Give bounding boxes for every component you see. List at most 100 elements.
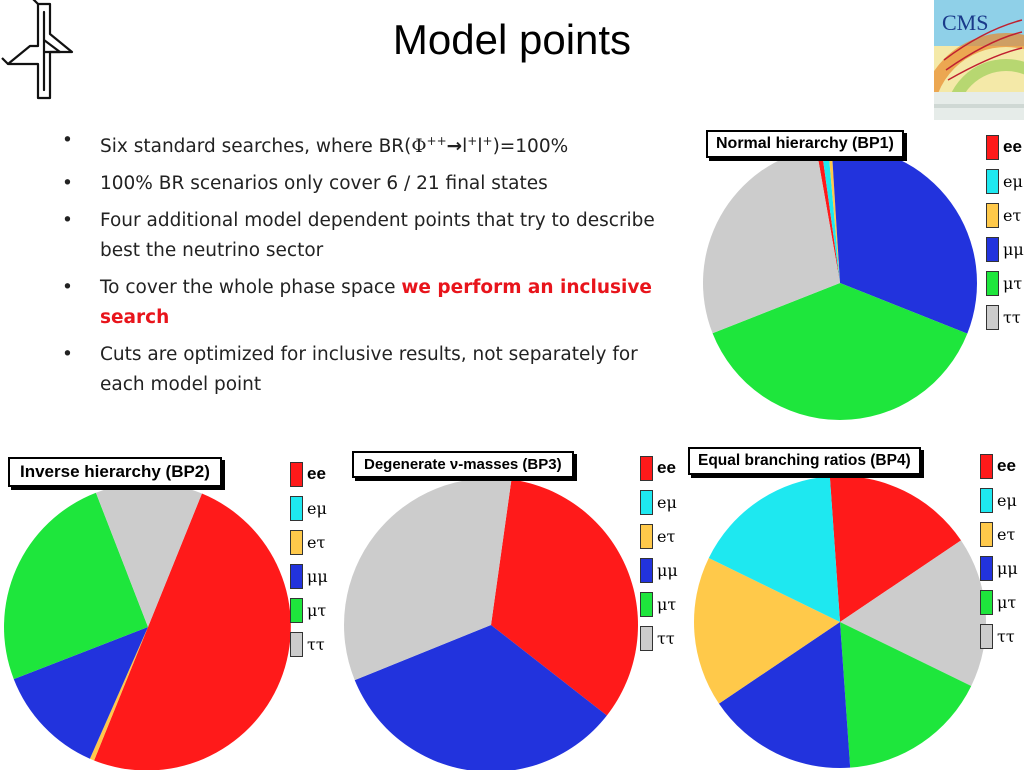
legend-label: μμ xyxy=(997,558,1018,578)
bullet-br-suffix: )=100% xyxy=(492,136,569,158)
legend-swatch xyxy=(290,461,303,487)
legend-label: μμ xyxy=(657,560,678,580)
legend-item: eμ xyxy=(290,491,334,525)
pie-chart-bp1 xyxy=(702,146,978,421)
legend-swatch xyxy=(290,529,303,555)
chart-title-bp3: Degenerate ν-masses (BP3) xyxy=(352,451,574,478)
lepton-1: l xyxy=(462,136,468,158)
legend-item: eμ xyxy=(980,483,1024,517)
bullet-text: To cover the whole phase space xyxy=(100,277,402,299)
lepton-2: l xyxy=(477,136,483,158)
legend-swatch xyxy=(290,631,303,657)
pie-slice-μμ xyxy=(831,146,978,334)
legend-item: ee xyxy=(290,457,334,491)
legend-label: ee xyxy=(1003,137,1022,156)
pie-slice-μμ xyxy=(718,622,851,768)
pie-slice-eμ xyxy=(821,146,840,283)
chart-title-bp1: Normal hierarchy (BP1) xyxy=(706,130,904,158)
legend-label: eμ xyxy=(657,492,677,512)
institute-logo-icon xyxy=(1,0,74,100)
legend-bp1: ee eμ eτ μμ μτ ττ xyxy=(986,130,1024,334)
legend-swatch xyxy=(986,270,999,296)
legend-swatch xyxy=(290,495,303,521)
pie-slice-eτ xyxy=(89,627,148,761)
legend-item: eμ xyxy=(986,164,1024,198)
legend-swatch xyxy=(986,168,999,194)
pie-slice-ττ xyxy=(840,540,986,686)
legend-item: μμ xyxy=(980,551,1024,585)
legend-label: eτ xyxy=(307,532,326,552)
bullet-text: Cuts are optimized for inclusive results… xyxy=(100,344,638,396)
legend-label: eτ xyxy=(1003,205,1022,225)
pie-slice-ee xyxy=(94,493,291,770)
legend-label: μτ xyxy=(997,592,1017,612)
pie-chart-bp3 xyxy=(344,477,639,770)
legend-item: μμ xyxy=(290,559,334,593)
legend-item: μτ xyxy=(290,593,334,627)
legend-swatch xyxy=(640,625,653,651)
legend-item: ττ xyxy=(980,619,1024,653)
legend-item: ττ xyxy=(290,627,334,661)
legend-bp4: ee eμ eτ μμ μτ ττ xyxy=(980,449,1024,653)
legend-item: eτ xyxy=(986,198,1024,232)
bullet-item: • Cuts are optimized for inclusive resul… xyxy=(62,340,672,400)
pie-slice-ee xyxy=(491,479,639,716)
pie-chart-bp2 xyxy=(4,483,291,770)
legend-label: μτ xyxy=(1003,273,1023,293)
pie-chart-bp4 xyxy=(694,476,986,768)
chart-title-bp2: Inverse hierarchy (BP2) xyxy=(8,457,222,487)
pie-slice-ττ xyxy=(344,477,512,681)
legend-label: μμ xyxy=(1003,239,1024,259)
legend-swatch xyxy=(640,455,653,481)
cms-logo-icon: CMS xyxy=(934,0,1024,120)
legend-swatch xyxy=(290,563,303,589)
legend-item: ee xyxy=(980,449,1024,483)
legend-item: eτ xyxy=(290,525,334,559)
legend-item: ττ xyxy=(986,300,1024,334)
bullet-dot: • xyxy=(62,130,73,151)
bullet-emphasis: we perform an inclusive search xyxy=(100,277,652,329)
bullet-dot: • xyxy=(62,277,73,299)
pie-slice-eμ xyxy=(708,476,840,622)
legend-swatch xyxy=(980,453,993,479)
legend-label: ττ xyxy=(997,626,1015,646)
legend-swatch xyxy=(640,591,653,617)
legend-swatch xyxy=(980,623,993,649)
legend-bp2: ee eμ eτ μμ μτ ττ xyxy=(290,457,334,661)
bullet-item: • 100% BR scenarios only cover 6 / 21 fi… xyxy=(62,169,672,199)
bullet-dot: • xyxy=(62,173,73,195)
arrow-symbol: → xyxy=(446,136,463,158)
legend-label: ee xyxy=(997,456,1016,475)
legend-swatch xyxy=(290,597,303,623)
legend-label: μτ xyxy=(657,594,677,614)
legend-swatch xyxy=(986,236,999,262)
legend-bp3: ee eμ eτ μμ μτ ττ xyxy=(640,451,684,655)
pie-slice-eτ xyxy=(694,558,840,704)
pie-slice-μτ xyxy=(4,492,148,680)
legend-item: ee xyxy=(640,451,684,485)
legend-label: μτ xyxy=(307,600,327,620)
charge-plus-1: + xyxy=(467,134,478,148)
pie-slice-ee xyxy=(816,147,840,283)
legend-label: ττ xyxy=(657,628,675,648)
legend-swatch xyxy=(980,521,993,547)
chart-title-bp4: Equal branching ratios (BP4) xyxy=(688,447,921,475)
legend-item: μτ xyxy=(640,587,684,621)
pie-slice-μμ xyxy=(354,625,607,770)
pie-slice-μμ xyxy=(13,627,148,759)
pie-slice-μτ xyxy=(712,283,968,421)
phi-symbol: Φ xyxy=(411,136,427,158)
legend-item: eτ xyxy=(640,519,684,553)
bullet-list: • Six standard searches, where BR(Φ++→l+… xyxy=(62,126,672,407)
legend-swatch xyxy=(980,589,993,615)
legend-item: ee xyxy=(986,130,1024,164)
slide-title: Model points xyxy=(392,16,632,63)
pie-slice-μτ xyxy=(840,622,972,768)
legend-item: μμ xyxy=(986,232,1024,266)
cms-logo-text: CMS xyxy=(942,10,988,35)
legend-label: ττ xyxy=(1003,307,1021,327)
legend-item: eτ xyxy=(980,517,1024,551)
legend-swatch xyxy=(980,555,993,581)
legend-swatch xyxy=(640,523,653,549)
bullet-item: • Four additional model dependent points… xyxy=(62,206,672,266)
